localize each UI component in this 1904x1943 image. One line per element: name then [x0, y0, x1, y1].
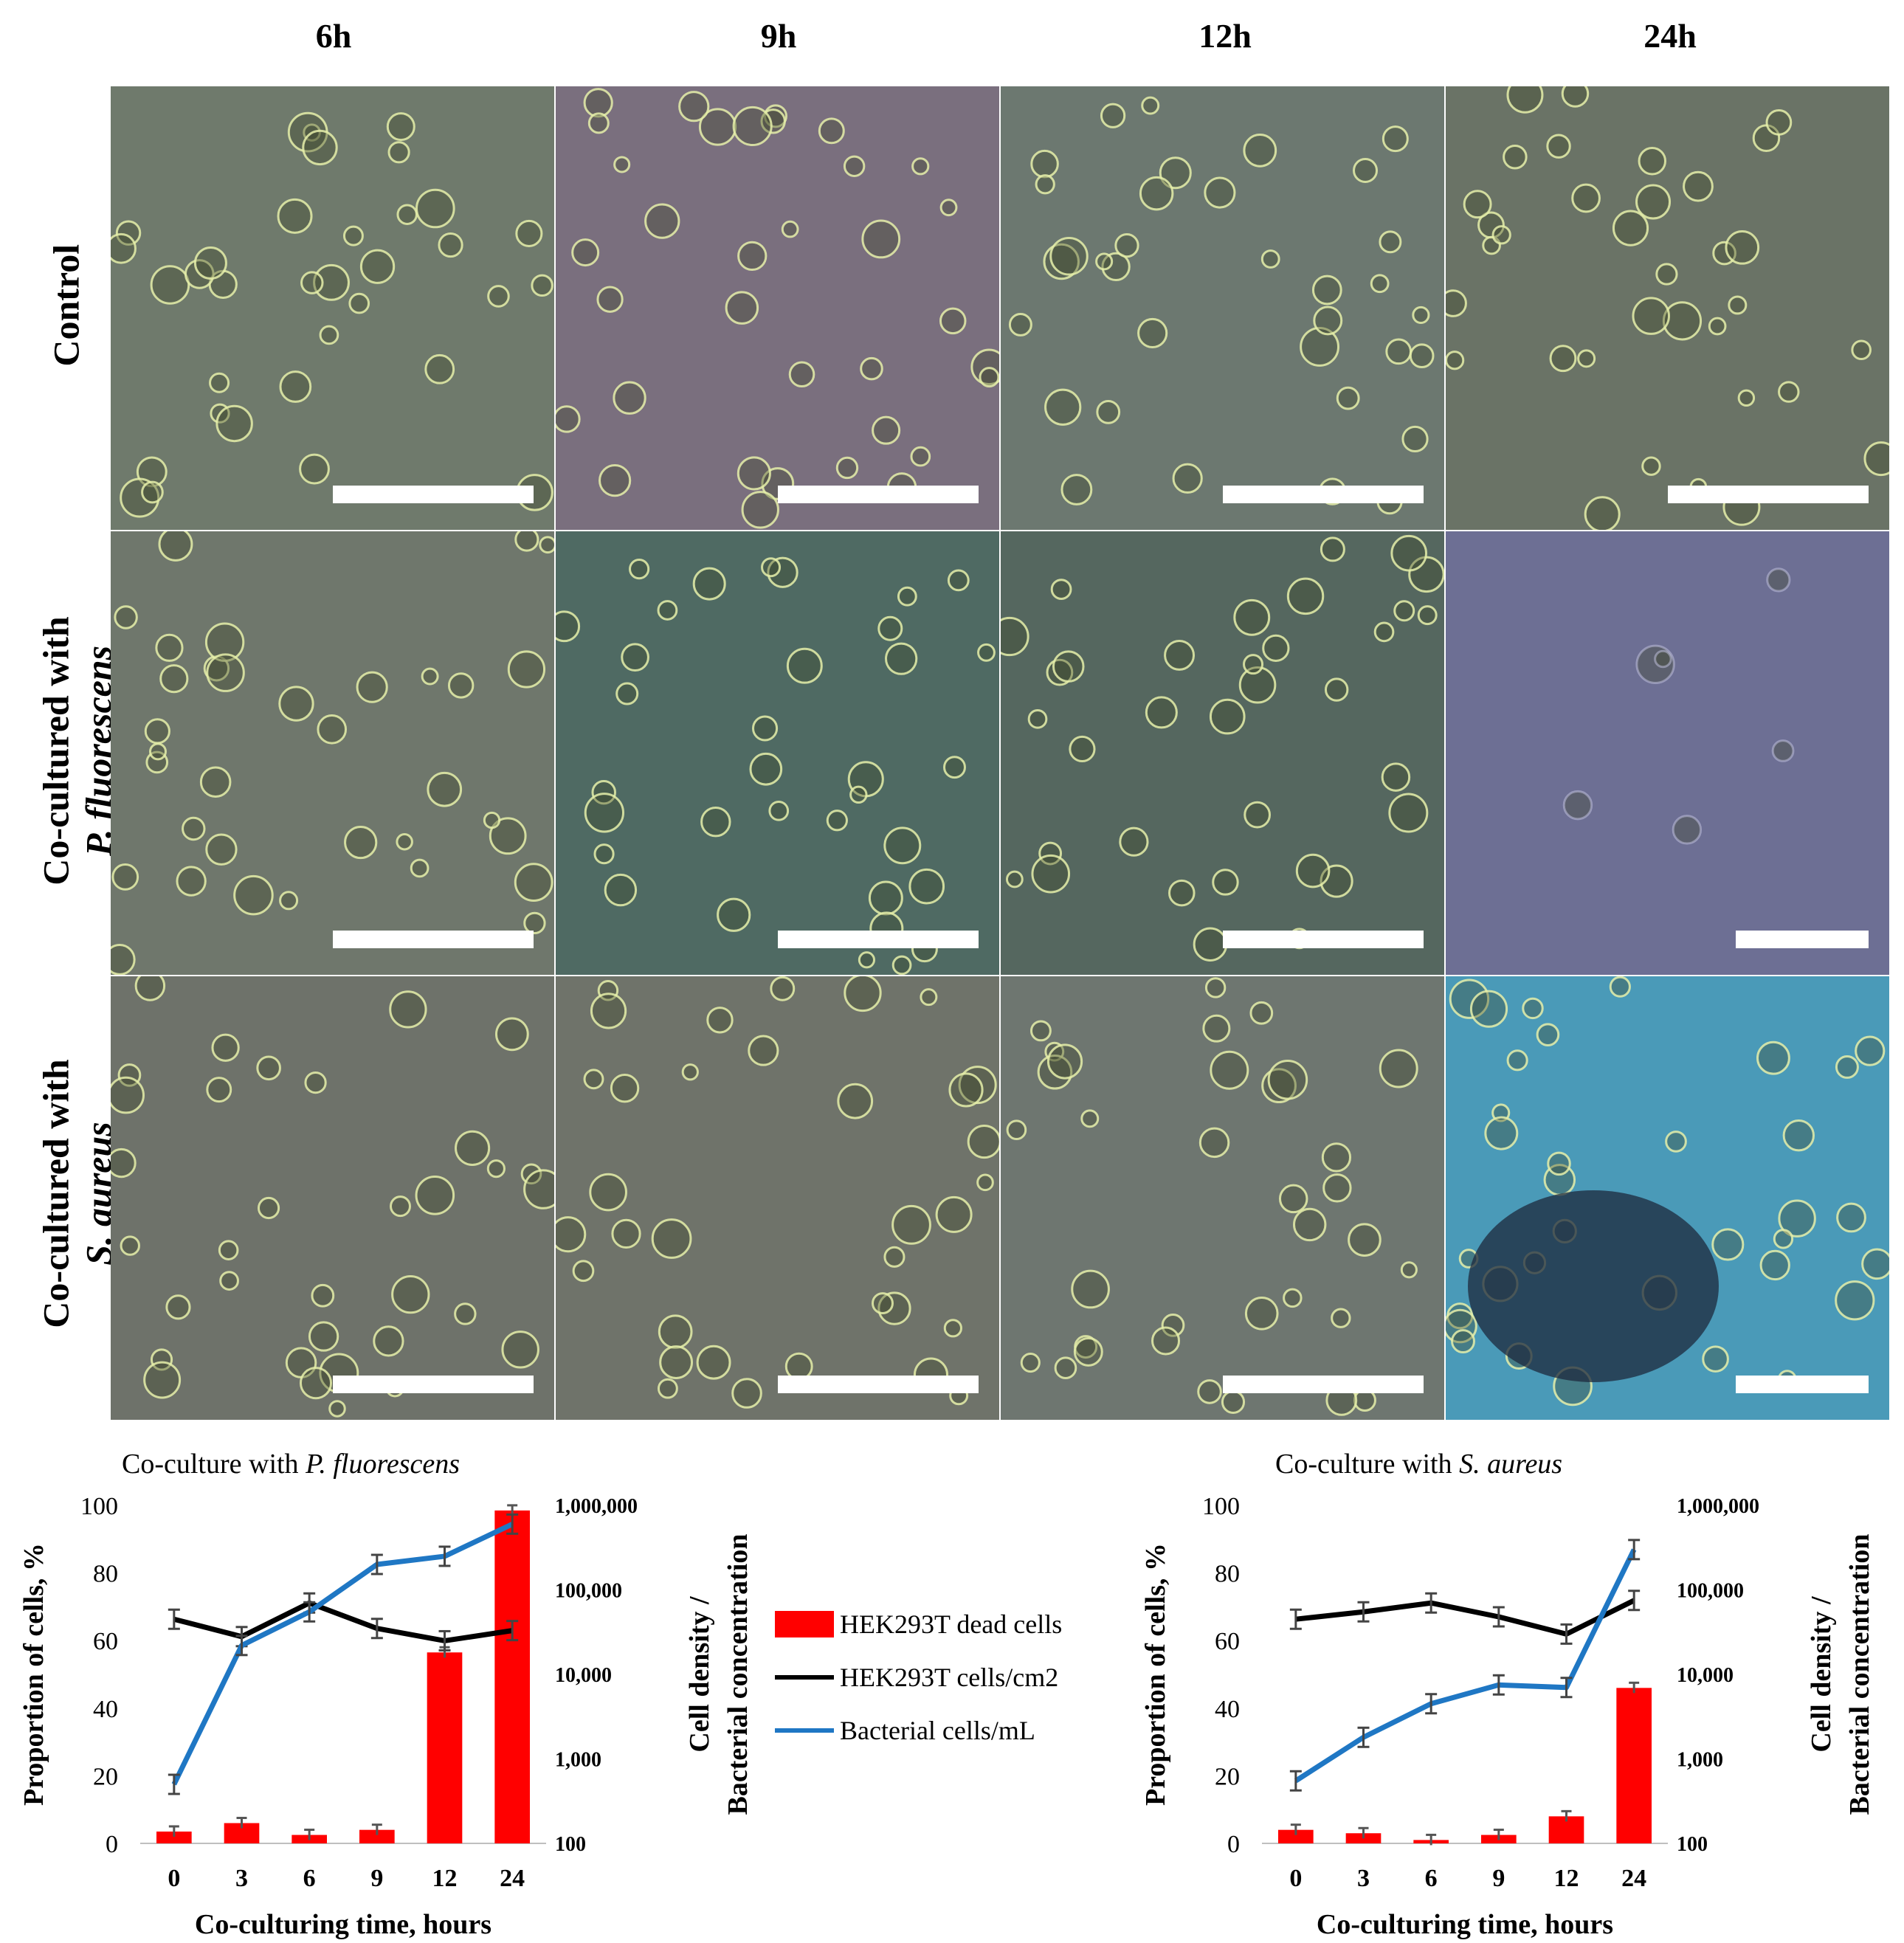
y-tick-label: 60 [1215, 1628, 1240, 1655]
chart-s-aureus: 0204060801001001,00010,000100,0001,000,0… [1140, 1493, 1875, 1940]
row-label: Co-cultured with [35, 1059, 77, 1328]
bar-dead [427, 1652, 463, 1843]
line-bact [1294, 1548, 1637, 1784]
y2-tick-label: 1,000,000 [555, 1495, 638, 1518]
y2-tick-label: 1,000 [1677, 1749, 1723, 1772]
bar-dead [359, 1829, 395, 1843]
x-axis-title: Co-culturing time, hours [195, 1909, 491, 1940]
y-tick-label: 80 [93, 1561, 118, 1588]
y2-axis-title-line1: Cell density / [684, 1596, 715, 1753]
y-tick-label: 0 [1227, 1831, 1240, 1858]
chart-title-species: P. fluorescens [306, 1449, 461, 1480]
chart-p-fluorescens: 0204060801001001,00010,000100,0001,000,0… [18, 1493, 753, 1940]
chart-title-species: S. aureus [1459, 1449, 1563, 1480]
x-tick-label: 6 [303, 1865, 316, 1892]
chart-title-prefix: Co-culture with [122, 1449, 306, 1480]
x-tick-label: 12 [1554, 1865, 1579, 1892]
y2-axis-title-line2: Bacterial concentration [1844, 1534, 1875, 1815]
y-tick-label: 60 [93, 1628, 118, 1655]
x-tick-label: 24 [1621, 1865, 1646, 1892]
legend-item-dead: HEK293T dead cells [775, 1609, 1062, 1640]
y-axis-title: Proportion of cells, % [18, 1543, 49, 1806]
y-tick-label: 20 [1215, 1763, 1240, 1790]
y-tick-label: 100 [1202, 1493, 1240, 1520]
column-header-12h: 12h [1198, 17, 1252, 55]
x-axis-title: Co-culturing time, hours [1317, 1909, 1613, 1940]
x-tick-label: 0 [1289, 1865, 1302, 1892]
micrograph-panel [111, 976, 554, 1420]
y-tick-label: 100 [80, 1493, 118, 1520]
micrograph-panel [111, 531, 554, 975]
y2-tick-label: 100 [1677, 1833, 1708, 1856]
legend-label: HEK293T dead cells [840, 1609, 1063, 1639]
y-tick-label: 40 [1215, 1696, 1240, 1723]
y-tick-label: 40 [93, 1696, 118, 1723]
bar-dead [494, 1510, 530, 1843]
y-tick-label: 20 [93, 1763, 118, 1790]
chart-title-prefix: Co-culture with [1275, 1449, 1460, 1480]
legend-item-bact: Bacterial cells/mL [775, 1715, 1035, 1746]
x-tick-label: 3 [235, 1865, 248, 1892]
y2-tick-label: 100 [555, 1833, 586, 1856]
row-header-s-aureus: Co-cultured with S. aureus [35, 973, 120, 1415]
row-header-control: Control [45, 84, 88, 527]
micrograph-panel [556, 976, 999, 1420]
micrograph-panel [1446, 976, 1889, 1420]
row-label: Co-cultured with [35, 616, 77, 886]
column-header-9h: 9h [760, 17, 797, 55]
row-label: Control [45, 244, 87, 367]
column-header-6h: 6h [315, 17, 352, 55]
micrograph-panel [111, 86, 554, 530]
legend: HEK293T dead cells HEK293T cells/cm2 Bac… [775, 1609, 1144, 1786]
y2-tick-label: 10,000 [1677, 1664, 1734, 1687]
micrograph-panel [556, 86, 999, 530]
micrograph-panel [1001, 976, 1444, 1420]
x-tick-label: 3 [1357, 1865, 1370, 1892]
line-cells [173, 1600, 513, 1643]
bar-dead [1616, 1688, 1652, 1843]
legend-label: Bacterial cells/mL [840, 1716, 1035, 1745]
x-tick-label: 9 [370, 1865, 383, 1892]
row-header-p-fluorescens: Co-cultured with P. fluorescens [35, 530, 120, 973]
micrograph-panel [1446, 531, 1889, 975]
y-tick-label: 0 [106, 1831, 118, 1858]
y2-tick-label: 100,000 [1677, 1580, 1744, 1603]
bar-dead [156, 1831, 192, 1843]
column-header-24h: 24h [1643, 17, 1697, 55]
x-tick-label: 0 [168, 1865, 180, 1892]
micrograph-panel [1001, 86, 1444, 530]
micrograph-panel [556, 531, 999, 975]
line-bact [171, 1522, 514, 1786]
micrograph-panel [1001, 531, 1444, 975]
x-tick-label: 9 [1492, 1865, 1505, 1892]
x-tick-label: 12 [432, 1865, 458, 1892]
legend-swatch-line [775, 1728, 834, 1733]
legend-swatch-bar [775, 1611, 834, 1637]
y2-tick-label: 10,000 [555, 1664, 612, 1687]
bar-dead [1278, 1829, 1314, 1843]
y-axis-title: Proportion of cells, % [1140, 1543, 1171, 1806]
line-cells [1295, 1598, 1635, 1637]
y2-axis-title-line2: Bacterial concentration [722, 1534, 753, 1815]
legend-swatch-line [775, 1675, 834, 1680]
y2-tick-label: 1,000,000 [1677, 1495, 1759, 1518]
chart-title-s-aureus: Co-culture with S. aureus [1275, 1448, 1562, 1480]
y2-tick-label: 100,000 [555, 1580, 622, 1603]
chart-title-p-fluorescens: Co-culture with P. fluorescens [122, 1448, 460, 1480]
y-tick-label: 80 [1215, 1561, 1240, 1588]
micrograph-panel [1446, 86, 1889, 530]
y2-tick-label: 1,000 [555, 1749, 601, 1772]
y2-axis-title-line1: Cell density / [1806, 1596, 1837, 1753]
x-tick-label: 6 [1425, 1865, 1438, 1892]
legend-label: HEK293T cells/cm2 [840, 1663, 1059, 1692]
legend-item-cells: HEK293T cells/cm2 [775, 1662, 1058, 1693]
x-tick-label: 24 [500, 1865, 525, 1892]
